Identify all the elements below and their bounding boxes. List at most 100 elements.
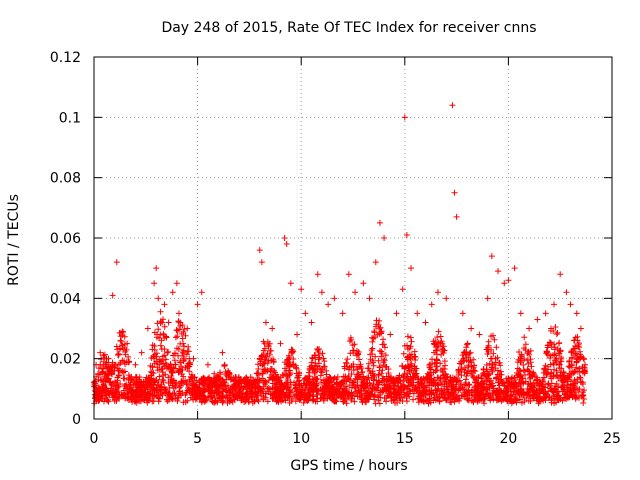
data-point-dense (541, 366, 548, 373)
data-point-dense (483, 391, 490, 398)
data-point-dense (487, 377, 494, 384)
data-point-dense (544, 370, 551, 377)
data-point-dense (263, 353, 270, 360)
data-point-dense (113, 397, 120, 404)
x-tick-label: 5 (193, 431, 202, 447)
data-point (258, 259, 265, 266)
data-point-dense (439, 368, 446, 375)
data-point-dense (262, 390, 269, 397)
data-point-dense (376, 317, 383, 324)
data-point (366, 295, 373, 302)
data-point-dense (158, 381, 165, 388)
data-point-dense (166, 384, 173, 391)
data-point (517, 310, 524, 317)
data-point-dense (163, 365, 170, 372)
data-point (476, 331, 483, 338)
data-point-dense (353, 363, 360, 370)
data-point-dense (372, 353, 379, 360)
data-point-dense (489, 383, 496, 390)
data-point-dense (319, 350, 326, 357)
data-point-dense (103, 355, 110, 362)
data-point-dense (476, 383, 483, 390)
data-point-dense (256, 355, 263, 362)
data-point-dense (249, 377, 256, 384)
data-point-dense (264, 398, 271, 405)
data-point-dense (361, 375, 368, 382)
data-point-dense (557, 369, 564, 376)
data-point-dense (351, 398, 358, 405)
data-point-dense (293, 365, 300, 372)
data-point (459, 310, 466, 317)
data-point-dense (387, 390, 394, 397)
data-point (175, 310, 182, 317)
data-point-dense (131, 377, 138, 384)
data-point-dense (573, 364, 580, 371)
data-point-dense (348, 396, 355, 403)
data-point-dense (391, 378, 398, 385)
data-point-dense (292, 398, 299, 405)
data-point-dense (455, 369, 462, 376)
data-point-dense (575, 341, 582, 348)
x-tick-label: 25 (603, 431, 621, 447)
data-point-dense (450, 384, 457, 391)
data-point-dense (297, 382, 304, 389)
data-point-dense (552, 357, 559, 364)
data-point-dense (564, 381, 571, 388)
data-point-dense (484, 386, 491, 393)
data-point-dense (243, 374, 250, 381)
data-point-dense (548, 325, 555, 332)
data-point-dense (287, 389, 294, 396)
data-point-dense (421, 398, 428, 405)
data-point-dense (486, 381, 493, 388)
data-point-dense (165, 393, 172, 400)
data-point-dense (405, 363, 412, 370)
data-point (302, 310, 309, 317)
data-point-dense (253, 370, 260, 377)
data-point-dense (122, 351, 129, 358)
data-point-dense (347, 377, 354, 384)
data-point-dense (447, 377, 454, 384)
data-point-dense (347, 334, 354, 341)
data-point-dense (376, 400, 383, 407)
data-point (198, 289, 205, 296)
data-point-dense (468, 372, 475, 379)
data-point-dense (548, 399, 555, 406)
data-point-dense (405, 379, 412, 386)
data-point (262, 319, 269, 326)
data-point-dense (383, 394, 390, 401)
data-point-dense (540, 389, 547, 396)
data-point-dense (372, 323, 379, 330)
data-point-dense (439, 340, 446, 347)
data-point-dense (161, 387, 168, 394)
data-point-dense (350, 347, 357, 354)
data-point-dense (527, 397, 534, 404)
data-point-dense (154, 358, 161, 365)
data-point-dense (180, 350, 187, 357)
data-point-dense (547, 352, 554, 359)
data-point-dense (410, 396, 417, 403)
data-point-dense (466, 381, 473, 388)
data-point-dense (154, 331, 161, 338)
data-point-dense (157, 308, 164, 315)
data-point-dense (566, 370, 573, 377)
data-point-dense (520, 345, 527, 352)
data-point-dense (191, 374, 198, 381)
data-point-dense (159, 369, 166, 376)
data-point-dense (518, 385, 525, 392)
data-point-dense (495, 396, 502, 403)
data-point-dense (399, 398, 406, 405)
data-point-dense (401, 371, 408, 378)
data-point-dense (361, 392, 368, 399)
data-point-dense (311, 382, 318, 389)
data-point-dense (320, 355, 327, 362)
data-point-dense (348, 370, 355, 377)
y-tick-label: 0.04 (50, 291, 81, 307)
data-point-dense (331, 398, 338, 405)
data-point-dense (527, 356, 534, 363)
data-point-dense (378, 330, 385, 337)
data-point-dense (377, 389, 384, 396)
data-point-dense (357, 361, 364, 368)
data-point-dense (188, 390, 195, 397)
data-point-dense (543, 371, 550, 378)
